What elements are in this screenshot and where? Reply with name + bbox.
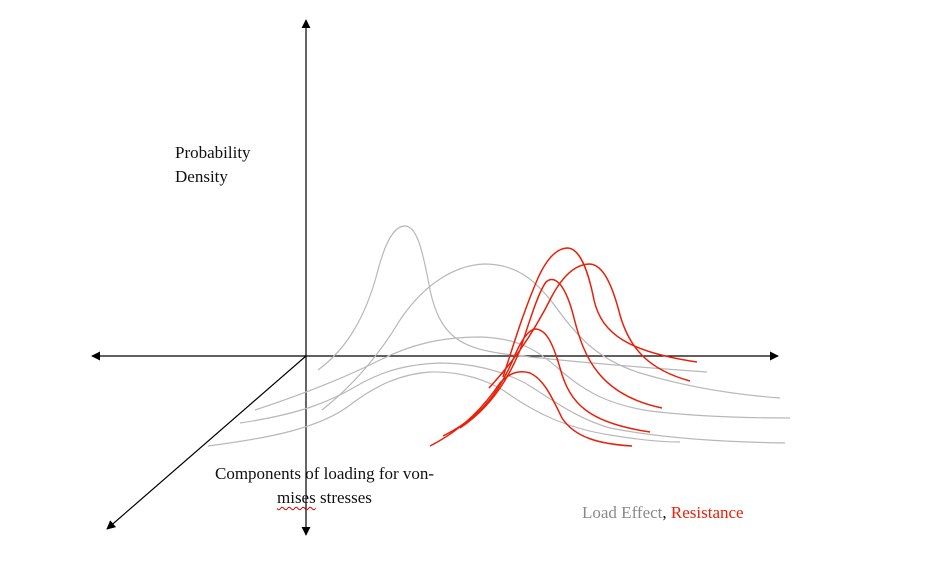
resistance-curve-4 bbox=[442, 328, 651, 437]
x-axis-label: Components of loading for von- mises str… bbox=[215, 462, 434, 510]
depth-axis bbox=[106, 355, 307, 530]
resistance-curve-1 bbox=[502, 247, 698, 378]
load-effect-curve-1 bbox=[317, 225, 708, 373]
load-effect-curve-3 bbox=[254, 336, 791, 419]
resistance-curve-5 bbox=[429, 371, 633, 447]
y-axis-label: Probability Density bbox=[175, 141, 251, 189]
axes bbox=[91, 19, 779, 536]
spellcheck-underlined-word: mises bbox=[277, 488, 316, 507]
legend-load-effect: Load Effect bbox=[582, 503, 663, 522]
legend: Load Effect, Resistance bbox=[582, 501, 744, 525]
load-effect-curve-4 bbox=[239, 362, 786, 444]
load-effect-curve-2 bbox=[321, 263, 781, 411]
load-effect-curves bbox=[207, 225, 791, 447]
resistance-curve-2 bbox=[488, 263, 691, 389]
resistance-curves bbox=[429, 247, 698, 447]
x-axis-label-line-1: Components of loading for von- bbox=[215, 464, 435, 483]
load-effect-curve-5 bbox=[207, 371, 681, 447]
resistance-curve-3 bbox=[459, 278, 663, 429]
x-axis-label-line-2: mises stresses bbox=[215, 486, 434, 510]
legend-resistance: Resistance bbox=[670, 503, 744, 522]
x-axis-label-line-2-rest: stresses bbox=[315, 488, 372, 507]
y-axis-label-line-2: Density bbox=[175, 167, 228, 186]
y-axis-label-line-1: Probability bbox=[175, 143, 251, 162]
legend-separator: , bbox=[662, 503, 671, 522]
